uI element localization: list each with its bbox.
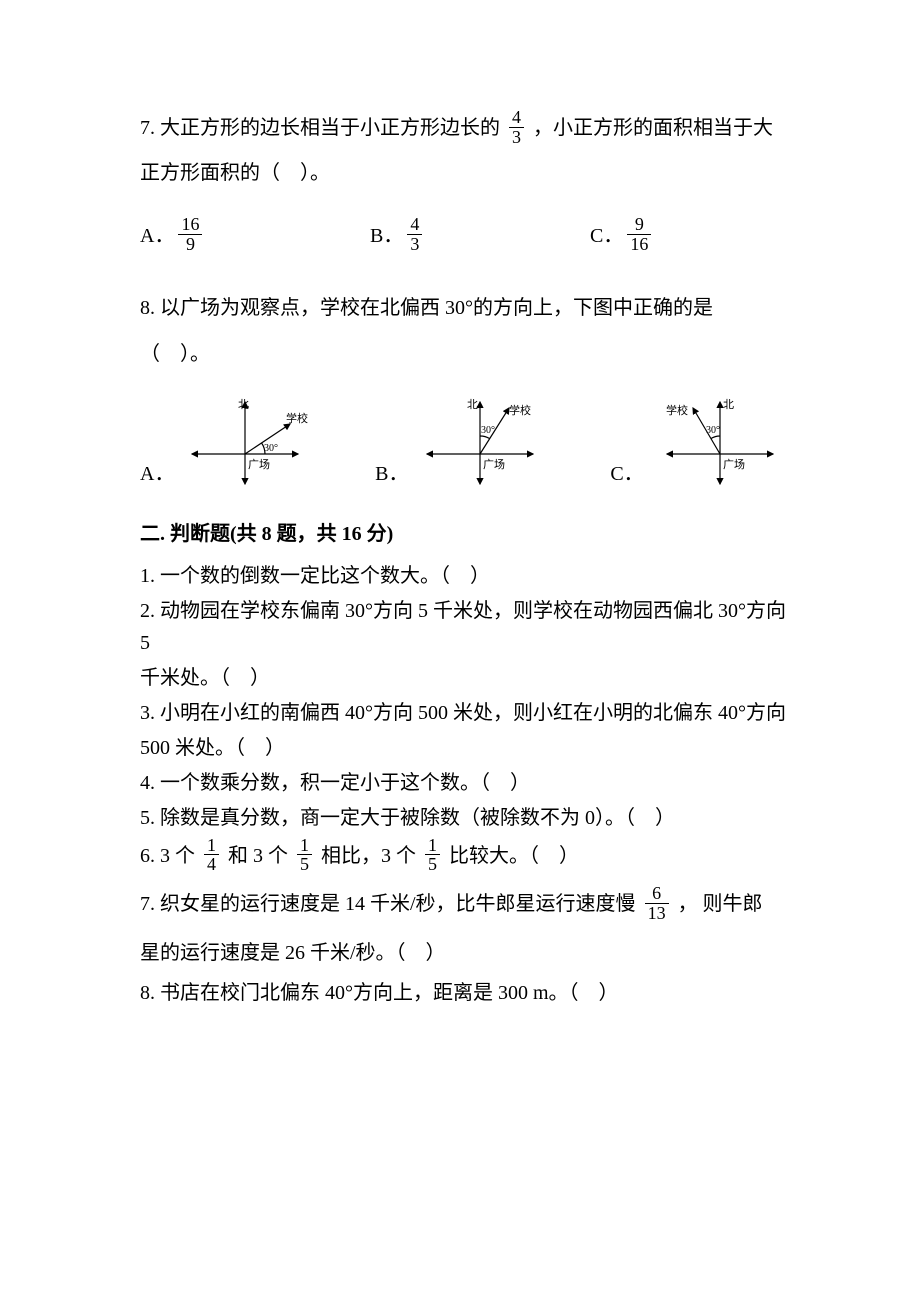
q8-diagram-a: 北 学校 30° 广场 [180,394,310,490]
question-7: 7. 大正方形的边长相当于小正方形边长的 4 3 ，小正方形的面积相当于大 [140,110,800,149]
q7-option-a: A． 16 9 [140,217,370,256]
angle-label: 30° [706,425,720,436]
judge-1: 1. 一个数的倒数一定比这个数大。（ ） [140,560,800,592]
q7-text-part1: 7. 大正方形的边长相当于小正方形边长的 [140,117,500,139]
q8-diagram-a-group: A． 北 学校 30° 广场 [140,394,375,490]
square-label: 广场 [483,457,505,471]
judge-8: 8. 书店在校门北偏东 40°方向上，距离是 300 m。（ ） [140,977,800,1009]
judge-6-frac1: 1 4 [204,836,219,875]
angle-label: 30° [264,443,278,454]
q8-diagram-c: 北 学校 30° 广场 [650,394,780,490]
q7-option-c: C． 9 16 [590,217,770,256]
q7-line2: 正方形面积的（ ）。 [140,157,800,189]
judge-2b: 千米处。（ ） [140,662,800,694]
judge-3b: 500 米处。（ ） [140,732,800,764]
q7-text-part2: ，小正方形的面积相当于大 [533,117,773,139]
square-label: 广场 [248,457,270,471]
q7-option-b: B． 4 3 [370,217,590,256]
judge-4: 4. 一个数乘分数，积一定小于这个数。（ ） [140,767,800,799]
judge-5: 5. 除数是真分数，商一定大于被除数（被除数不为 0）。（ ） [140,802,800,834]
q8-option-b-label: B． [375,458,408,490]
question-8-line1: 8. 以广场为观察点，学校在北偏西 30°的方向上，下图中正确的是 [140,292,800,324]
q8-diagram-b-group: B． 北 学校 30° 广场 [375,394,610,490]
judge-6-frac2: 1 5 [297,836,312,875]
judge-7-frac: 6 13 [645,884,669,923]
north-label: 北 [467,398,478,411]
q8-diagram-b: 北 学校 30° 广场 [415,394,545,490]
q7-option-a-frac: 16 9 [178,215,202,254]
angle-label: 30° [481,425,495,436]
judge-3a: 3. 小明在小红的南偏西 40°方向 500 米处，则小红在小明的北偏东 40°… [140,697,800,729]
school-label: 学校 [286,411,308,425]
q7-fraction: 4 3 [509,108,524,147]
q8-option-c-label: C． [610,458,643,490]
section-2-heading: 二. 判断题(共 8 题，共 16 分) [140,518,800,550]
judge-2a: 2. 动物园在学校东偏南 30°方向 5 千米处，则学校在动物园西偏北 30°方… [140,595,800,659]
north-label: 北 [238,398,249,411]
q8-diagram-c-group: C． 北 学校 30° 广场 [610,394,800,490]
north-label: 北 [723,398,734,411]
judge-6-frac3: 1 5 [425,836,440,875]
q7-option-b-frac: 4 3 [407,215,422,254]
q7-option-c-frac: 9 16 [627,215,651,254]
school-label: 学校 [666,403,688,417]
judge-7a: 7. 织女星的运行速度是 14 千米/秒，比牛郎星运行速度慢 6 13 ， 则牛… [140,886,800,925]
judge-7b: 星的运行速度是 26 千米/秒。（ ） [140,937,800,969]
question-8-line2: （ ）。 [140,338,800,370]
square-label: 广场 [723,457,745,471]
judge-6: 6. 3 个 1 4 和 3 个 1 5 相比，3 个 1 5 比较大。（ ） [140,838,800,877]
q7-options: A． 16 9 B． 4 3 C． 9 16 [140,217,800,256]
q8-option-a-label: A． [140,458,174,490]
school-label: 学校 [509,403,531,417]
q8-diagrams: A． 北 学校 30° 广场 B． [140,394,800,490]
